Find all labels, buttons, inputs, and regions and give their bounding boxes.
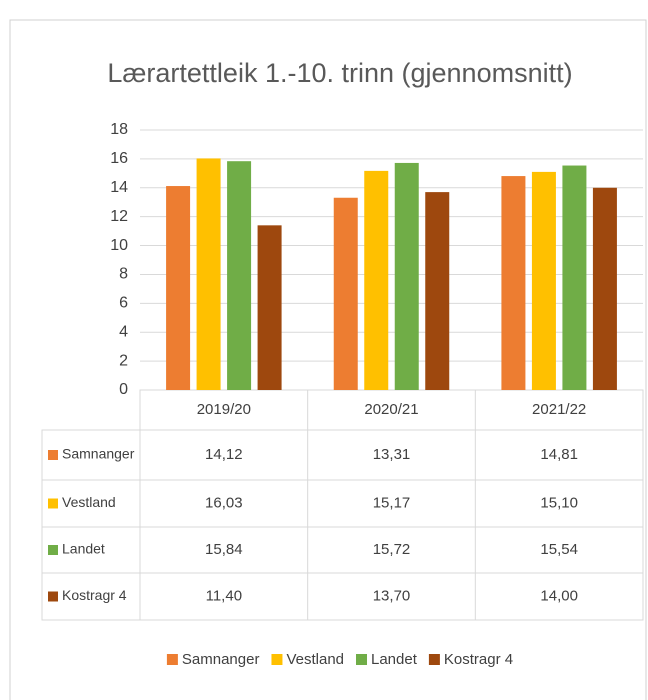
y-tick-label: 2 [119, 352, 128, 369]
bar [425, 192, 450, 390]
bar [592, 187, 617, 390]
y-tick-label: 14 [110, 179, 128, 196]
bar [531, 171, 556, 390]
x-tick-label: 2021/22 [532, 401, 586, 418]
y-tick-label: 4 [119, 323, 128, 340]
y-tick-label: 16 [110, 150, 128, 167]
table-value: 15,54 [540, 541, 578, 558]
table-legend-key [48, 498, 58, 509]
bar [394, 162, 419, 390]
chart-title: Lærartettleik 1.-10. trinn (gjennomsnitt… [107, 58, 572, 88]
table-value: 14,12 [205, 446, 243, 463]
table-series-label: Samnanger [62, 446, 135, 462]
y-tick-label: 12 [110, 208, 128, 225]
bar [227, 161, 252, 390]
table-row [41, 572, 644, 621]
legend-key [428, 654, 440, 665]
y-tick-label: 18 [110, 121, 128, 138]
legend-label: Landet [371, 651, 418, 668]
table-value: 14,00 [540, 587, 578, 604]
legend-label: Vestland [286, 651, 344, 668]
legend-key [166, 654, 178, 665]
legend-label: Samnanger [182, 651, 260, 668]
bar [333, 197, 358, 390]
x-tick-label: 2020/21 [364, 401, 418, 418]
table-value: 15,84 [205, 541, 243, 558]
table-series-label: Vestland [62, 494, 116, 510]
x-tick-label: 2019/20 [197, 401, 251, 418]
table-value: 13,31 [373, 446, 411, 463]
table-value: 13,70 [373, 587, 411, 604]
table-value: 15,72 [373, 541, 411, 558]
y-tick-label: 0 [119, 381, 128, 398]
table-legend-key [48, 450, 58, 460]
table-value: 14,81 [540, 446, 578, 463]
bar [166, 186, 191, 390]
y-tick-label: 8 [119, 266, 128, 283]
table-value: 16,03 [205, 494, 243, 511]
table-value: 15,17 [373, 494, 411, 511]
y-tick-label: 10 [110, 237, 128, 254]
table-legend-key [48, 591, 58, 602]
bar [364, 170, 389, 390]
table-series-label: Landet [62, 541, 105, 557]
bar [501, 176, 526, 390]
bar [257, 225, 282, 390]
y-tick-label: 6 [119, 295, 128, 312]
legend-key [356, 654, 368, 665]
legend-label: Kostragr 4 [444, 651, 513, 668]
table-value: 11,40 [206, 587, 242, 604]
legend-key [271, 654, 283, 665]
table-series-label: Kostragr 4 [62, 587, 127, 603]
bar [196, 158, 221, 390]
table-value: 15,10 [540, 494, 578, 511]
table-legend-key [48, 545, 58, 555]
bar [562, 165, 587, 390]
